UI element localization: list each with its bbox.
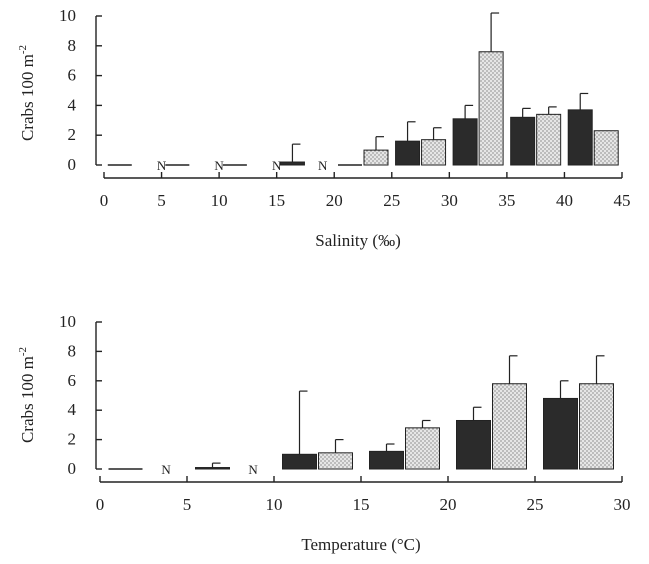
salinity-bar-stippled [421, 139, 447, 166]
salinity-y-tick-label: 0 [68, 155, 77, 174]
temperature-y-tick-label: 6 [68, 371, 77, 390]
salinity-y-axis-title-text: Crabs 100 m [18, 54, 37, 141]
salinity-bar-dark [510, 116, 536, 166]
salinity-x-axis-title: Salinity (‰) [315, 231, 400, 250]
salinity-y-tick-label: 4 [68, 95, 77, 114]
temperature-bar-stippled [405, 427, 440, 470]
salinity-no-data-marker: N [214, 158, 224, 173]
salinity-bar-stippled [593, 130, 619, 166]
temperature-y-axis-title: Crabs 100 m-2 [17, 347, 37, 443]
salinity-x-tick-label: 30 [441, 191, 458, 210]
salinity-x-tick-label: 40 [556, 191, 573, 210]
temperature-bar-dark [282, 453, 317, 470]
temperature-y-tick-label: 4 [68, 400, 77, 419]
temperature-x-axis-title: Temperature (°C) [301, 535, 420, 554]
salinity-y-tick-label: 10 [59, 6, 76, 25]
temperature-x-tick-label: 0 [96, 495, 105, 514]
temperature-y-axis-title-superscript: -2 [17, 347, 29, 356]
salinity-bar-dark [567, 109, 593, 166]
salinity-x-tick-label: 0 [100, 191, 109, 210]
salinity-bar-dark [395, 140, 421, 166]
salinity-bar-stippled [536, 113, 562, 166]
temperature-x-tick-label: 15 [353, 495, 370, 514]
salinity-bar-stippled [363, 149, 389, 166]
temperature-y-tick-label: 8 [68, 341, 77, 360]
salinity-y-axis-title: Crabs 100 m-2 [17, 45, 37, 141]
temperature-bar-dark [195, 467, 230, 470]
temperature-bar-dark [456, 419, 491, 470]
temperature-x-tick-label: 20 [440, 495, 457, 514]
temperature-y-tick-label: 10 [59, 312, 76, 331]
salinity-y-tick-label: 2 [68, 125, 77, 144]
temperature-bar-dark [543, 397, 578, 470]
salinity-bar-stippled [478, 51, 504, 166]
temperature-x-tick-label: 5 [183, 495, 192, 514]
temperature-no-data-marker: N [161, 462, 171, 477]
temperature-bar-stippled [318, 452, 353, 470]
salinity-y-tick-label: 6 [68, 66, 77, 85]
temperature-x-tick-label: 25 [527, 495, 544, 514]
salinity-bar-dark [452, 118, 478, 166]
temperature-bar-stippled [579, 383, 614, 470]
temperature-y-tick-label: 2 [68, 430, 77, 449]
temperature-x-tick-label: 30 [614, 495, 631, 514]
temperature-no-data-marker: N [248, 462, 258, 477]
salinity-x-tick-label: 35 [498, 191, 515, 210]
temperature-y-axis-title-text: Crabs 100 m [18, 356, 37, 443]
salinity-x-tick-label: 15 [268, 191, 285, 210]
salinity-no-data-marker: N [318, 158, 328, 173]
salinity-y-axis-title-superscript: -2 [17, 45, 29, 54]
salinity-y-tick-label: 8 [68, 36, 77, 55]
salinity-x-tick-label: 5 [157, 191, 166, 210]
salinity-x-tick-label: 10 [211, 191, 228, 210]
salinity-bar-dark [279, 161, 305, 166]
salinity-panel: Crabs 100 m-2 Salinity (‰) 0 2 4 6 8 10 0 5 10 15… [17, 6, 631, 250]
salinity-x-tick-label: 20 [326, 191, 343, 210]
temperature-y-tick-label: 0 [68, 459, 77, 478]
temperature-panel: Crabs 100 m-2 Temperature (°C) 0 2 4 6 8 10 0 5… [17, 312, 631, 554]
salinity-x-tick-label: 25 [383, 191, 400, 210]
temperature-bar-dark [369, 450, 404, 470]
temperature-bar-stippled [492, 383, 527, 470]
temperature-x-tick-label: 10 [266, 495, 283, 514]
salinity-no-data-marker: N [157, 158, 167, 173]
salinity-no-data-marker: N [272, 158, 282, 173]
salinity-x-tick-label: 45 [614, 191, 631, 210]
